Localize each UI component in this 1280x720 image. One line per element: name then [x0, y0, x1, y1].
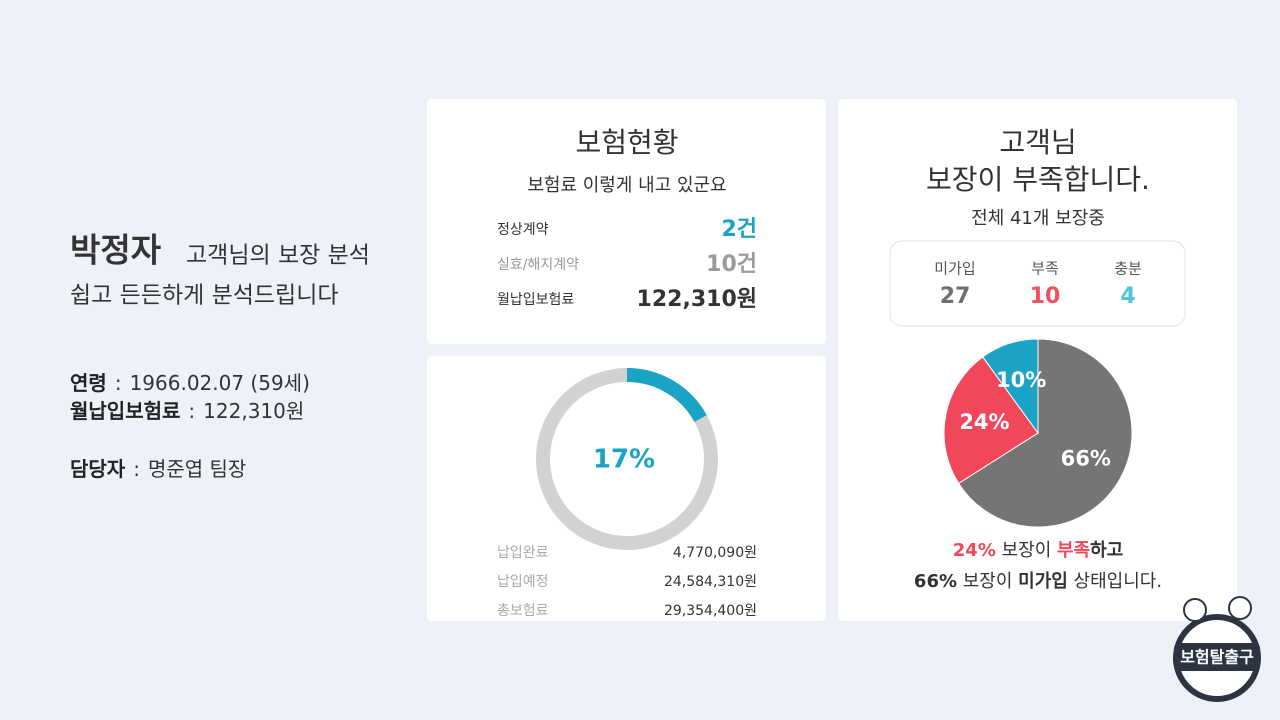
stat-value: 10 — [1030, 284, 1061, 309]
field-value: 명준엽 팀장 — [148, 457, 246, 481]
pie: 66% 24% 10% — [943, 338, 1133, 528]
status-title: 보험현황 — [575, 126, 678, 159]
stat-value: 4 — [1120, 284, 1135, 309]
summary-part: 24% — [953, 540, 996, 561]
stats: 미가입 27 부족 10 충분 4 — [934, 260, 1142, 310]
logo-face — [1228, 596, 1252, 620]
stat-label: 미가입 — [934, 260, 975, 278]
customer-name: 박정자 — [70, 231, 162, 270]
field-label: 월납입보험료 — [70, 399, 180, 423]
row-label: 총보험료 — [497, 603, 549, 619]
field-value: 1966.02.07 (59세) — [130, 371, 310, 395]
row-value: 24,584,310원 — [664, 574, 757, 590]
summary-part: 미가입 — [1018, 570, 1068, 592]
row-value: 10건 — [706, 252, 757, 277]
logo-text: 보험탈출구 — [1180, 648, 1254, 667]
field-separator: : — [188, 399, 195, 423]
stat-value: 27 — [940, 284, 971, 309]
status-card — [427, 99, 826, 344]
coverage-subtitle: 전체 41개 보장중 — [971, 208, 1105, 229]
summary-part: 보장이 — [996, 540, 1057, 561]
summary-line: 24% 보장이 부족하고 — [953, 540, 1123, 561]
donut-label: 17% — [593, 445, 655, 475]
field-label: 담당자 — [70, 457, 126, 481]
pie-label: 24% — [959, 410, 1009, 434]
row-value: 29,354,400원 — [664, 603, 757, 619]
stats-box — [889, 240, 1186, 327]
coverage-title: 보장이 부족합니다. — [926, 163, 1150, 196]
coverage-title: 고객님 — [999, 126, 1076, 159]
profile-field: 담당자: 명준엽 팀장 — [70, 457, 246, 481]
summary-part: 보장이 — [957, 571, 1018, 592]
summary-part: 하고 — [1090, 540, 1123, 561]
stat-label: 충분 — [1114, 260, 1142, 278]
field-separator: : — [133, 457, 140, 481]
row-label: 월납입보험료 — [497, 292, 574, 308]
profile-field: 월납입보험료:122,310원 — [70, 399, 304, 423]
summary: 24% 보장이 부족하고 66% 보장이 미가입 상태입니다. — [914, 540, 1162, 592]
pie-slice — [943, 356, 1039, 485]
row-label: 납입완료 — [497, 545, 549, 561]
payment-card — [427, 356, 826, 621]
pie-label: 10% — [996, 368, 1046, 392]
summary-part: 상태입니다. — [1068, 571, 1162, 592]
logo-band — [1174, 643, 1260, 671]
profile-field: 연령:1966.02.07 (59세) — [70, 371, 310, 395]
row-label: 정상계약 — [497, 222, 549, 238]
row-label: 실효/해지계약 — [497, 257, 579, 273]
summary-line: 66% 보장이 미가입 상태입니다. — [914, 570, 1162, 592]
field-label: 연령 — [70, 371, 107, 395]
summary-part: 66% — [914, 571, 957, 592]
logo-face — [1183, 598, 1207, 622]
donut-segment — [626, 368, 707, 423]
status-subtitle: 보험료 이렇게 내고 있군요 — [527, 175, 726, 196]
field-value: 122,310원 — [203, 399, 304, 423]
field-separator: : — [115, 371, 122, 395]
pie-slice — [957, 338, 1133, 528]
pie-slice — [982, 338, 1039, 435]
row-value: 122,310원 — [637, 287, 757, 312]
pie-label: 66% — [1061, 446, 1111, 470]
row-label: 납입예정 — [497, 574, 549, 590]
profile-subtitle: 쉽고 든든하게 분석드립니다 — [70, 283, 339, 309]
stat-label: 부족 — [1031, 260, 1059, 278]
profile-title: 고객님의 보장 분석 — [186, 243, 370, 269]
row-value: 4,770,090원 — [673, 545, 757, 561]
row-value: 2건 — [721, 217, 757, 242]
summary-part: 부족 — [1057, 540, 1090, 561]
